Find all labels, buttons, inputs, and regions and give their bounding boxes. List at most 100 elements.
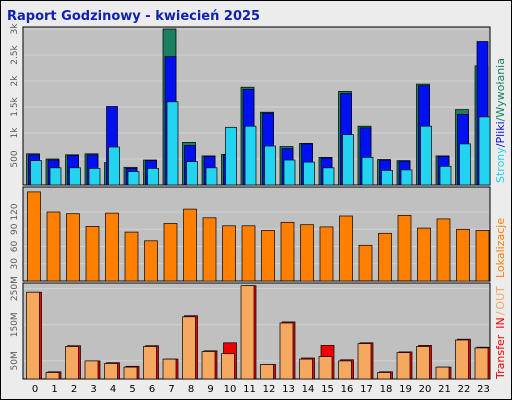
chart-title: Raport Godzinowy - kwiecień 2025 xyxy=(7,9,260,24)
bar-strony-16 xyxy=(342,134,354,186)
x-axis-labels: 0 1 2 3 4 5 6 7 8 9 10 11 12 13 14 15 16 17 18 19 20 21 22 23 xyxy=(32,384,490,395)
svg-text:Strony/Pliki/Wywołania: Strony/Pliki/Wywołania xyxy=(494,58,507,183)
legend-out: OUT xyxy=(494,286,507,310)
bar-lokalizacje-14 xyxy=(300,224,314,282)
bar-lokalizacje-16 xyxy=(339,215,353,282)
bar-transfer-out-20 xyxy=(416,346,430,380)
bar-strony-11 xyxy=(244,125,257,186)
bar-lokalizacje-8 xyxy=(183,208,197,282)
bar-strony-10 xyxy=(225,126,237,186)
bar-transfer-out-18 xyxy=(377,372,391,380)
bar-transfer-out-16 xyxy=(338,360,352,380)
bar-transfer-out-10 xyxy=(221,353,235,380)
bar-strony-0 xyxy=(30,160,42,186)
tick-labels: 500 1k 1.5k 2k 2.5k 3k 30 60 90 120 50M 150M 250M xyxy=(10,23,20,371)
tick-label-requests-4: 2.5k xyxy=(10,44,20,64)
legend-lokalizacje-label: Lokalizacje xyxy=(494,218,507,278)
bar-strony-19 xyxy=(400,169,413,186)
grid-layer xyxy=(24,28,489,362)
legend-transfer: Transfer IN /OUT xyxy=(494,286,507,380)
tick-label-lokalizacje-0: 30 xyxy=(10,258,20,270)
legend-sep-1: / xyxy=(494,143,507,147)
x-label-18: 18 xyxy=(380,384,393,395)
bar-transfer-out-15 xyxy=(318,356,333,380)
bar-lokalizacje-17 xyxy=(358,244,373,282)
bar-strony-2 xyxy=(69,167,81,186)
x-label-5: 5 xyxy=(129,384,135,395)
tick-label-requests-3: 2k xyxy=(10,75,20,87)
bar-strony-17 xyxy=(361,157,374,186)
bar-transfer-out-3 xyxy=(84,360,99,380)
tick-label-transfer-2: 250M xyxy=(10,276,20,301)
bar-lokalizacje-7 xyxy=(163,223,178,282)
bar-lokalizacje-3 xyxy=(85,226,100,282)
bar-lokalizacje-15 xyxy=(319,226,334,282)
bar-strony-23 xyxy=(478,116,491,186)
bar-transfer-out-6 xyxy=(143,346,157,380)
tick-label-requests-2: 1.5k xyxy=(10,96,20,116)
bar-strony-22 xyxy=(459,143,471,186)
x-label-8: 8 xyxy=(188,384,194,395)
legend-lokalizacje: Lokalizacje xyxy=(494,218,507,278)
bar-transfer-out-8 xyxy=(182,316,196,380)
legend-requests: Strony/Pliki/Wywołania xyxy=(494,58,507,183)
legend-sep-3: / xyxy=(494,311,507,315)
bar-transfer-out-2 xyxy=(65,346,79,380)
bar-transfer-out-19 xyxy=(396,352,411,380)
bar-lokalizacje-4 xyxy=(105,212,119,282)
tick-label-requests-0: 500 xyxy=(10,150,20,167)
bar-lokalizacje-19 xyxy=(397,215,412,282)
bar-lokalizacje-0 xyxy=(27,191,41,282)
bar-strony-20 xyxy=(420,125,432,186)
x-label-15: 15 xyxy=(321,384,334,395)
legend-pliki: Pliki xyxy=(494,121,507,143)
legend-transfer-word: Transfer xyxy=(494,334,507,380)
bar-transfer-out-1 xyxy=(45,372,60,380)
bar-lokalizacje-18 xyxy=(378,232,392,282)
x-label-7: 7 xyxy=(168,384,174,395)
bar-transfer-out-21 xyxy=(435,366,450,380)
x-label-17: 17 xyxy=(360,384,373,395)
bar-strony-3 xyxy=(88,168,101,186)
bar-lokalizacje-23 xyxy=(475,230,490,282)
bar-strony-12 xyxy=(264,145,276,186)
bar-transfer-out-12 xyxy=(260,364,274,380)
bars-layer xyxy=(26,28,491,380)
tick-label-requests-1: 1k xyxy=(10,127,20,139)
bar-transfer-out-9 xyxy=(201,351,216,380)
bar-lokalizacje-11 xyxy=(241,225,256,282)
bar-lokalizacje-10 xyxy=(222,225,236,282)
bar-lokalizacje-20 xyxy=(417,227,431,282)
bar-transfer-out-0 xyxy=(26,291,40,380)
bar-transfer-out-17 xyxy=(357,343,372,380)
tick-label-transfer-1: 150M xyxy=(10,312,20,337)
tick-label-lokalizacje-3: 120 xyxy=(10,203,20,220)
bar-strony-7 xyxy=(166,101,179,186)
bar-transfer-out-22 xyxy=(455,339,469,380)
x-label-13: 13 xyxy=(282,384,295,395)
bar-lokalizacje-22 xyxy=(456,228,470,282)
bar-strony-9 xyxy=(205,167,218,186)
svg-text:TransferIN/OUT: Transfer IN /OUT xyxy=(494,286,507,380)
bar-lokalizacje-21 xyxy=(436,218,451,282)
x-label-23: 23 xyxy=(477,384,490,395)
bar-transfer-out-5 xyxy=(123,366,138,380)
bar-strony-14 xyxy=(303,161,315,186)
x-label-20: 20 xyxy=(419,384,432,395)
bar-lokalizacje-6 xyxy=(144,240,158,282)
bar-strony-6 xyxy=(147,168,159,186)
bar-strony-15 xyxy=(322,167,335,186)
x-label-3: 3 xyxy=(90,384,96,395)
x-label-21: 21 xyxy=(438,384,451,395)
bar-lokalizacje-13 xyxy=(280,221,295,282)
bar-strony-8 xyxy=(186,161,198,186)
bar-strony-4 xyxy=(108,146,120,186)
bar-lokalizacje-9 xyxy=(202,217,217,282)
bar-transfer-out-13 xyxy=(279,322,294,380)
x-label-11: 11 xyxy=(243,384,256,395)
x-label-12: 12 xyxy=(263,384,276,395)
x-label-14: 14 xyxy=(302,384,315,395)
bar-transfer-out-11 xyxy=(240,285,255,380)
